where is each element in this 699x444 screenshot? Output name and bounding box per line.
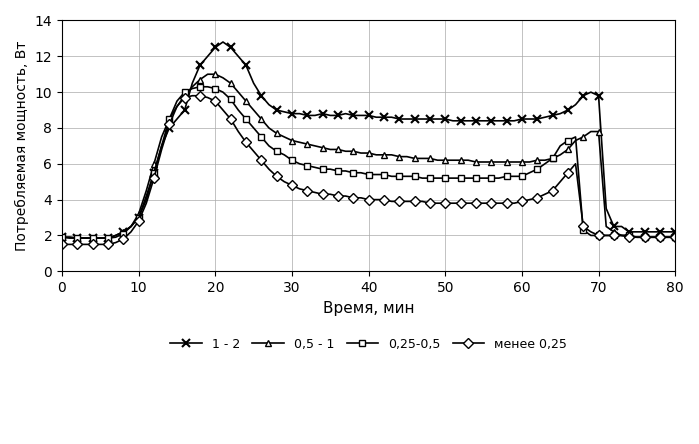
Y-axis label: Потребляемая мощность, Вт: Потребляемая мощность, Вт [15,41,29,251]
Legend: 1 - 2, 0,5 - 1, 0,25-0,5, менее 0,25: 1 - 2, 0,5 - 1, 0,25-0,5, менее 0,25 [166,333,572,356]
X-axis label: Время, мин: Время, мин [323,301,415,316]
